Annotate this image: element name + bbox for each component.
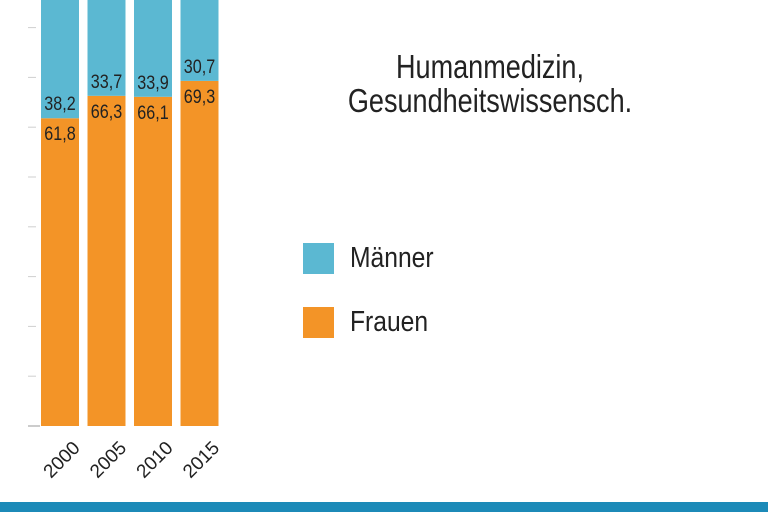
bar-maenner-2015 xyxy=(180,0,219,81)
legend-label-frauen: Frauen xyxy=(350,305,429,338)
legend-item-maenner: Männer xyxy=(303,240,448,276)
bar-frauen-2005 xyxy=(87,95,126,427)
legend-swatch-maenner xyxy=(303,242,334,274)
chart-title: Humanmedizin, Gesundheitswissensch. xyxy=(334,50,646,118)
bar-frauen-2010 xyxy=(134,96,172,427)
chart-title-line-2: Gesundheitswissensch. xyxy=(347,82,633,119)
data-label-frauen-2015: 69,3 xyxy=(184,86,216,108)
data-label-maenner-2015: 30,7 xyxy=(184,56,215,78)
data-label-frauen-2005: 66,3 xyxy=(91,101,123,123)
data-label-frauen-2010: 66,1 xyxy=(137,102,168,124)
bar-maenner-2000 xyxy=(41,0,79,119)
legend-label-maenner: Männer xyxy=(350,241,434,274)
legend-swatch-frauen xyxy=(303,306,334,338)
x-tick-label-2015: 2015 xyxy=(179,438,224,483)
x-tick-label-2000: 2000 xyxy=(40,438,85,483)
x-tick-label-2005: 2005 xyxy=(86,438,131,483)
bar-frauen-2000 xyxy=(41,118,79,427)
data-label-maenner-2010: 33,9 xyxy=(137,72,168,94)
legend-item-frauen: Frauen xyxy=(303,304,448,340)
bar-frauen-2015 xyxy=(180,80,219,427)
bar-maenner-2010 xyxy=(134,0,172,97)
legend: Männer Frauen xyxy=(303,240,448,368)
data-label-frauen-2000: 61,8 xyxy=(44,123,76,145)
footer-bar xyxy=(0,502,768,512)
data-label-maenner-2000: 38,2 xyxy=(44,93,75,115)
bar-maenner-2005 xyxy=(87,0,126,96)
x-tick-label-2010: 2010 xyxy=(133,438,178,483)
data-label-maenner-2005: 33,7 xyxy=(91,71,122,93)
chart-title-line-1: Humanmedizin, xyxy=(395,48,584,85)
